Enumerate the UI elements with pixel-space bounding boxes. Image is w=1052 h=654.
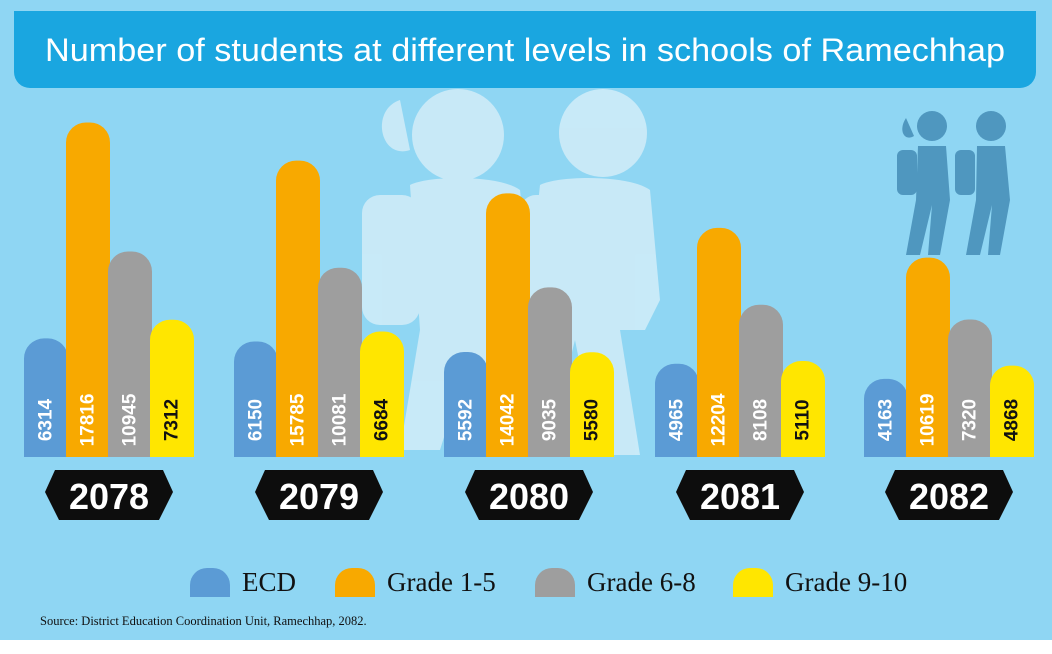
bars: 6314 17816 10945 7312 2078 6150 15785 10081 6684… — [24, 122, 1034, 520]
data-label: 7320 — [960, 399, 981, 441]
category-label: 2080 — [489, 476, 569, 517]
bar — [360, 331, 404, 457]
category-label-box — [255, 470, 383, 520]
bar-group-2082: 4163 10619 7320 4868 2082 — [864, 257, 1034, 520]
data-label: 4163 — [876, 399, 897, 441]
student-head-left — [412, 89, 504, 181]
student-head-right — [559, 89, 647, 177]
data-label: 15785 — [288, 393, 309, 446]
legend-swatch — [535, 568, 575, 597]
data-label: 7312 — [162, 399, 183, 441]
students-illustration — [362, 89, 660, 455]
legend: ECD Grade 1-5 Grade 6-8 Grade 9-10 — [190, 567, 907, 597]
legend-swatch — [733, 568, 773, 597]
data-label: 17816 — [78, 394, 99, 447]
bar — [781, 361, 825, 457]
data-label: 6150 — [246, 399, 267, 441]
data-label: 5592 — [456, 399, 477, 441]
category-label-box — [676, 470, 804, 520]
legend-label: ECD — [242, 567, 296, 597]
category-label: 2078 — [69, 476, 149, 517]
data-label: 10945 — [120, 393, 141, 446]
bar — [528, 287, 572, 457]
bar — [276, 160, 320, 457]
bar — [990, 365, 1034, 457]
data-label: 9035 — [540, 398, 561, 441]
page-title: Number of students at different levels i… — [45, 32, 1005, 68]
category-label-box — [885, 470, 1013, 520]
legend-item: Grade 6-8 — [535, 567, 696, 597]
icon-head-1 — [917, 111, 947, 141]
icon-backpack-2 — [955, 150, 975, 195]
data-label: 12204 — [709, 393, 730, 446]
bar — [739, 304, 783, 457]
bar — [655, 363, 699, 457]
legend-swatch — [190, 568, 230, 597]
legend-item: ECD — [190, 567, 296, 597]
bar — [948, 319, 992, 457]
student-ponytail — [381, 100, 410, 152]
bar-group-2079: 6150 15785 10081 6684 2079 — [234, 160, 404, 520]
bar — [150, 319, 194, 457]
category-label-box — [465, 470, 593, 520]
icon-body-2 — [966, 146, 1010, 255]
data-label: 8108 — [751, 399, 772, 441]
bar — [444, 351, 488, 457]
bar-group-2081: 4965 12204 8108 5110 2081 — [655, 227, 825, 520]
bar — [864, 378, 908, 457]
legend-item: Grade 1-5 — [335, 567, 496, 597]
bar — [24, 338, 68, 457]
source-note: Source: District Education Coordination … — [40, 614, 367, 628]
category-label-box — [45, 470, 173, 520]
icon-backpack-1 — [897, 150, 917, 195]
legend-swatch — [335, 568, 375, 597]
bar — [697, 227, 741, 457]
category-label: 2081 — [700, 476, 780, 517]
data-label: 5580 — [582, 399, 603, 441]
data-label: 5110 — [793, 399, 814, 440]
bar — [66, 122, 110, 457]
data-label: 6684 — [372, 398, 393, 441]
bar — [318, 267, 362, 457]
legend-label: Grade 1-5 — [387, 567, 496, 597]
walking-students-icon — [897, 111, 1010, 255]
data-label: 4868 — [1002, 399, 1023, 441]
bar-group-2080: 5592 14042 9035 5580 2080 — [444, 193, 614, 520]
category-label: 2082 — [909, 476, 989, 517]
data-label: 10619 — [918, 394, 939, 447]
student-backpack-left — [362, 195, 420, 325]
bar — [234, 341, 278, 457]
bar-group-2078: 6314 17816 10945 7312 2078 — [24, 122, 194, 520]
bar — [108, 251, 152, 457]
legend-item: Grade 9-10 — [733, 567, 907, 597]
title-bar — [14, 11, 1036, 88]
icon-ponytail — [902, 118, 914, 138]
data-label: 6314 — [36, 398, 57, 441]
legend-label: Grade 9-10 — [785, 567, 907, 597]
icon-head-2 — [976, 111, 1006, 141]
category-label: 2079 — [279, 476, 359, 517]
data-label: 14042 — [498, 394, 519, 447]
student-backpack-right — [520, 195, 570, 315]
legend-label: Grade 6-8 — [587, 567, 696, 597]
bar — [486, 193, 530, 457]
data-label: 4965 — [667, 398, 688, 441]
bar — [570, 352, 614, 457]
data-label: 10081 — [330, 393, 351, 446]
bar — [906, 257, 950, 457]
